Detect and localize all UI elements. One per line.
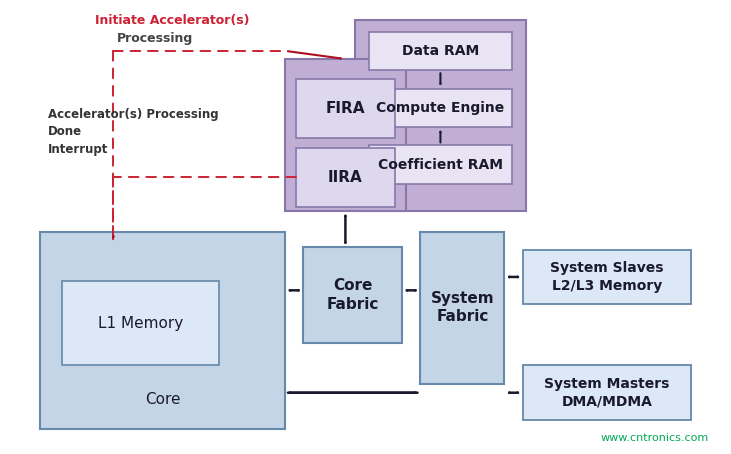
Text: System Masters
DMA/MDMA: System Masters DMA/MDMA xyxy=(544,377,670,408)
Text: System
Fabric: System Fabric xyxy=(431,291,494,325)
Text: www.cntronics.com: www.cntronics.com xyxy=(601,433,709,443)
Text: L1 Memory: L1 Memory xyxy=(98,316,183,331)
Bar xyxy=(420,232,504,384)
Text: FIRA: FIRA xyxy=(325,101,366,117)
Bar xyxy=(369,89,512,127)
Bar xyxy=(523,250,691,304)
Bar xyxy=(369,32,512,70)
Bar xyxy=(369,145,512,184)
Bar xyxy=(62,281,219,365)
Text: Core: Core xyxy=(145,392,181,407)
Text: Core
Fabric: Core Fabric xyxy=(327,278,379,312)
Text: IIRA: IIRA xyxy=(328,169,363,185)
Text: Compute Engine: Compute Engine xyxy=(376,101,504,115)
Text: System Slaves
L2/L3 Memory: System Slaves L2/L3 Memory xyxy=(550,262,664,292)
Bar xyxy=(285,59,406,211)
Text: Initiate Accelerator(s): Initiate Accelerator(s) xyxy=(95,14,249,27)
Text: Processing: Processing xyxy=(117,32,193,45)
Bar xyxy=(355,20,526,211)
Bar xyxy=(40,232,285,429)
Text: Accelerator(s) Processing
Done
Interrupt: Accelerator(s) Processing Done Interrupt xyxy=(48,108,218,156)
Text: Data RAM: Data RAM xyxy=(402,44,479,58)
Bar xyxy=(296,79,395,138)
Text: Coefficient RAM: Coefficient RAM xyxy=(378,158,503,172)
Bar xyxy=(296,148,395,207)
Bar xyxy=(303,247,402,343)
Bar xyxy=(523,365,691,420)
